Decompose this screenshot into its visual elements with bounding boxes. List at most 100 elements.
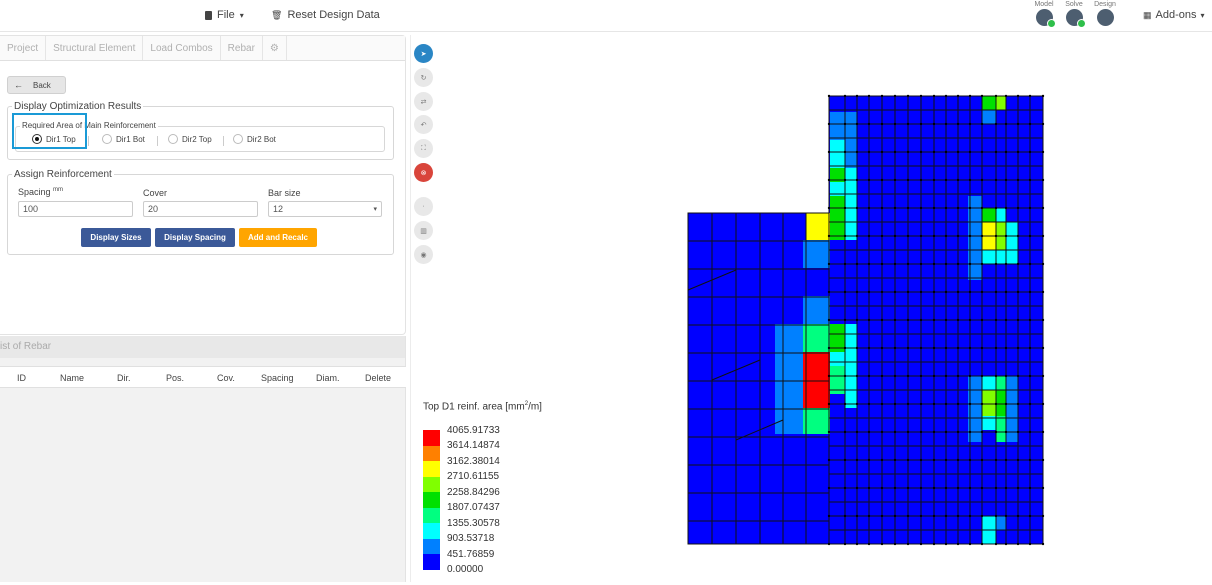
addons-label: Add-ons [1156,9,1197,21]
arrows-icon: ⇄ [421,98,427,106]
tool-button-b[interactable]: ▥ [414,221,433,240]
legend-entry: 451.76859 [423,554,563,570]
tab-settings[interactable]: ⚙ [263,36,287,60]
file-menu-label: File [217,9,235,21]
tab-structural-element[interactable]: Structural Element [46,36,143,60]
radio-dir1-bot[interactable]: Dir1 Bot [102,134,145,144]
check-icon [1047,19,1056,28]
divider [157,136,158,146]
cursor-icon: ➤ [421,50,427,58]
column-header-spacing[interactable]: Spacing [261,373,294,383]
file-icon [205,11,212,20]
legend-value: 903.53718 [447,533,494,544]
undo-button[interactable]: ↶ [414,115,433,134]
legend-swatch [423,446,440,462]
bar-size-label: Bar size [268,188,301,198]
legend-swatch [423,430,440,446]
column-header-dir[interactable]: Dir. [117,373,131,383]
legend-entry: 0.00000 [423,570,563,585]
legend-swatch [423,508,440,524]
divider [88,136,89,146]
rebar-table-header: ID Name Dir. Pos. Cov. Spacing Diam. Del… [0,366,406,388]
column-header-name[interactable]: Name [60,373,84,383]
column-header-delete[interactable]: Delete [365,373,391,383]
select-tool-button[interactable]: ➤ [414,44,433,63]
legend-value: 3162.38014 [447,456,500,467]
tab-rebar[interactable]: Rebar [221,36,263,60]
legend-swatch [423,539,440,555]
tab-project[interactable]: Project [0,36,46,60]
back-label: Back [33,81,51,90]
legend-swatch [423,554,440,570]
fit-view-button[interactable]: ⛶ [414,139,433,158]
stage-design-label: Design [1087,1,1123,8]
solve-icon [1066,9,1083,26]
radio-dir2-bot[interactable]: Dir2 Bot [233,134,276,144]
stop-icon: ⊗ [421,169,427,177]
column-header-diam[interactable]: Diam. [316,373,340,383]
stage-design[interactable]: Design [1087,1,1123,26]
chevron-down-icon: ▾ [240,11,244,20]
legend-value: 451.76859 [447,549,494,560]
eye-icon: ◉ [420,251,426,259]
spacing-input[interactable]: 100 [18,201,133,217]
column-header-id[interactable]: ID [17,373,26,383]
check-icon [1077,19,1086,28]
top-bar: File ▾ 🗑 Reset Design Data Model Solve D… [0,0,1212,32]
legend-swatch [423,570,440,585]
legend-swatch [423,477,440,493]
panel-tabs: Project Structural Element Load Combos R… [0,36,405,61]
radio-label: Dir2 Top [182,135,212,144]
cover-input[interactable]: 20 [143,201,258,217]
visibility-button[interactable]: ◉ [414,245,433,264]
grid-icon: ▦ [1143,10,1152,21]
grid-icon: ▥ [420,227,427,235]
legend-value: 2710.61155 [447,471,499,482]
legend-value: 4065.91733 [447,425,500,436]
reset-design-data-button[interactable]: 🗑 Reset Design Data [271,9,380,21]
add-and-recalc-button[interactable]: Add and Recalc [239,228,317,247]
chevron-down-icon: ▾ [373,205,377,213]
spacing-unit: mm [53,187,63,193]
rebar-list-panel: ist of Rebar ID Name Dir. Pos. Cov. Spac… [0,336,406,582]
file-menu[interactable]: File ▾ [205,9,244,21]
legend-swatch [423,523,440,539]
rotate-tool-button[interactable]: ↻ [414,68,433,87]
legend-value: 1355.30578 [447,518,500,529]
design-icon [1097,9,1114,26]
radio-label: Dir1 Bot [116,135,145,144]
tool-button-a[interactable]: · [414,197,433,216]
legend-swatch [423,461,440,477]
stop-button[interactable]: ⊗ [414,163,433,182]
arrow-left-icon: ← [14,80,23,90]
chevron-down-icon: ▾ [1201,11,1205,20]
fit-icon: ⛶ [421,145,426,153]
display-spacing-button[interactable]: Display Spacing [155,228,235,247]
bar-size-value: 12 [273,204,283,214]
contour-legend-title: Top D1 reinf. area [mm2/m] [423,401,542,412]
column-header-pos[interactable]: Pos. [166,373,184,383]
legend-swatch [423,492,440,508]
radio-dot [233,134,243,144]
reset-design-data-label: Reset Design Data [287,9,379,21]
trash-icon: 🗑 [271,10,282,21]
addons-menu[interactable]: ▦ Add-ons ▾ [1143,9,1205,21]
column-header-cov[interactable]: Cov. [217,373,235,383]
cover-label: Cover [143,188,167,198]
spacing-label: Spacing mm [18,187,63,197]
legend-value: 3614.14874 [447,440,500,451]
radio-dir2-top[interactable]: Dir2 Top [168,134,212,144]
rotate-icon: ↻ [421,74,427,82]
rebar-list-title: ist of Rebar [0,336,405,358]
assign-reinforcement-legend: Assign Reinforcement [12,169,114,180]
pan-tool-button[interactable]: ⇄ [414,92,433,111]
display-sizes-button[interactable]: Display Sizes [81,228,151,247]
radio-label: Dir2 Bot [247,135,276,144]
legend-value: 2258.84296 [447,487,500,498]
legend-value: 0.00000 [447,564,483,575]
back-button[interactable]: ← Back [7,76,66,94]
gears-icon: ⚙ [270,43,279,54]
tab-load-combos[interactable]: Load Combos [143,36,220,60]
bar-size-select[interactable]: 12 ▾ [268,201,382,217]
cursor-icon: · [422,203,424,210]
